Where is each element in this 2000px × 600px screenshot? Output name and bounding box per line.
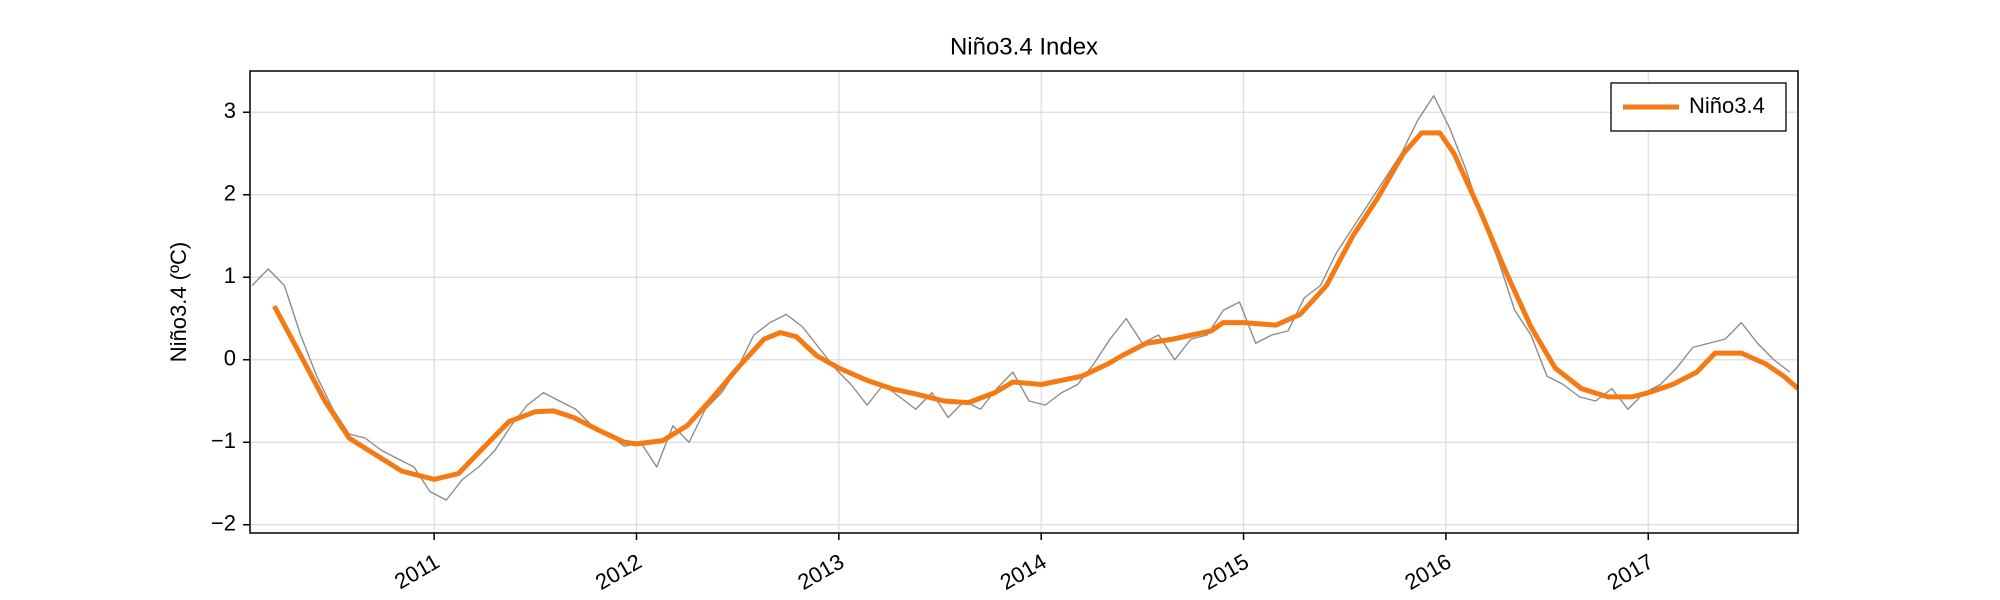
y-tick-label: 3 [224, 98, 236, 123]
raw-line [251, 95, 1791, 501]
series-line [272, 130, 1798, 482]
x-tick-label: 2016 [1400, 549, 1455, 595]
axes-frame [249, 70, 1799, 534]
y-tick-label: −1 [211, 428, 236, 453]
x-tick-label: 2015 [1198, 549, 1253, 595]
y-tick-label: 0 [224, 346, 236, 371]
chart-title: Niño3.4 Index [950, 33, 1098, 60]
x-tick-label: 2012 [591, 549, 646, 595]
y-tick-label: 1 [224, 263, 236, 288]
y-tick-label: −2 [211, 511, 236, 536]
x-tick-label: 2011 [390, 549, 443, 594]
y-axis-label: Niño3.4 (ºC) [166, 242, 191, 363]
legend-box [1610, 82, 1787, 132]
legend-label: Niño3.4 [1689, 93, 1765, 118]
x-tick-label: 2014 [996, 549, 1051, 595]
x-tick-label: 2013 [793, 549, 848, 595]
x-tick-label: 2017 [1603, 549, 1658, 595]
y-tick-label: 2 [224, 181, 236, 206]
